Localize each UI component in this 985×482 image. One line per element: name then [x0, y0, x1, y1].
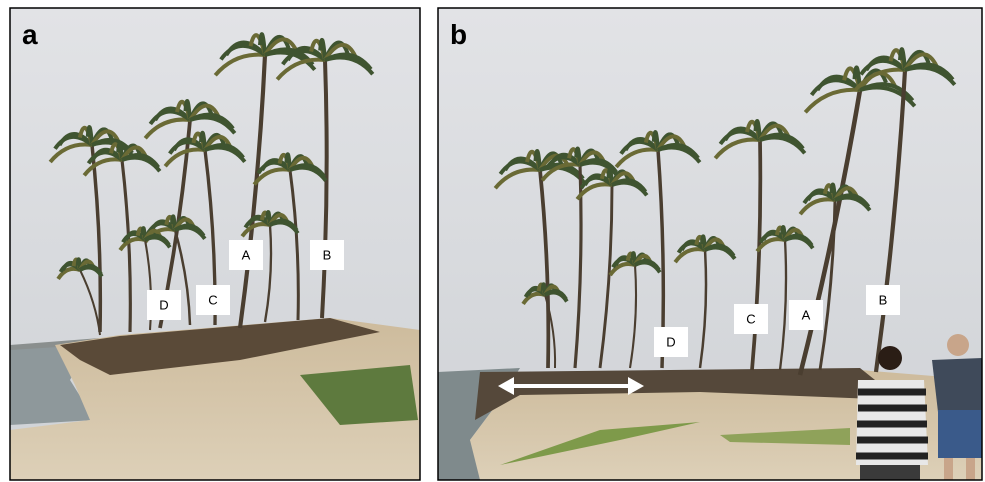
head [947, 334, 969, 356]
leg [944, 458, 953, 480]
marker: C [196, 285, 230, 315]
figure: a b A B C D A B C D [0, 0, 985, 482]
panel-a [10, 8, 420, 480]
marker: A [229, 240, 263, 270]
marker-label: C [746, 311, 755, 326]
marker: A [789, 300, 823, 330]
marker: B [866, 285, 900, 315]
leg [966, 458, 975, 480]
marker-label: A [802, 307, 811, 322]
marker-label: C [208, 292, 217, 307]
shorts [938, 410, 982, 458]
head [878, 346, 902, 370]
panel-label: a [22, 19, 38, 50]
marker-label: D [159, 297, 168, 312]
panel-label: b [450, 19, 467, 50]
marker: C [734, 304, 768, 334]
shorts [860, 465, 920, 480]
marker: B [310, 240, 344, 270]
marker: D [147, 290, 181, 320]
marker-label: B [323, 247, 332, 262]
panel-b [438, 8, 982, 480]
marker-label: A [242, 247, 251, 262]
marker-label: B [879, 292, 888, 307]
shirt [932, 358, 982, 412]
marker-label: D [666, 334, 675, 349]
marker: D [654, 327, 688, 357]
page: a b ABCDABCD (() => { const data = JSON.… [0, 0, 985, 482]
